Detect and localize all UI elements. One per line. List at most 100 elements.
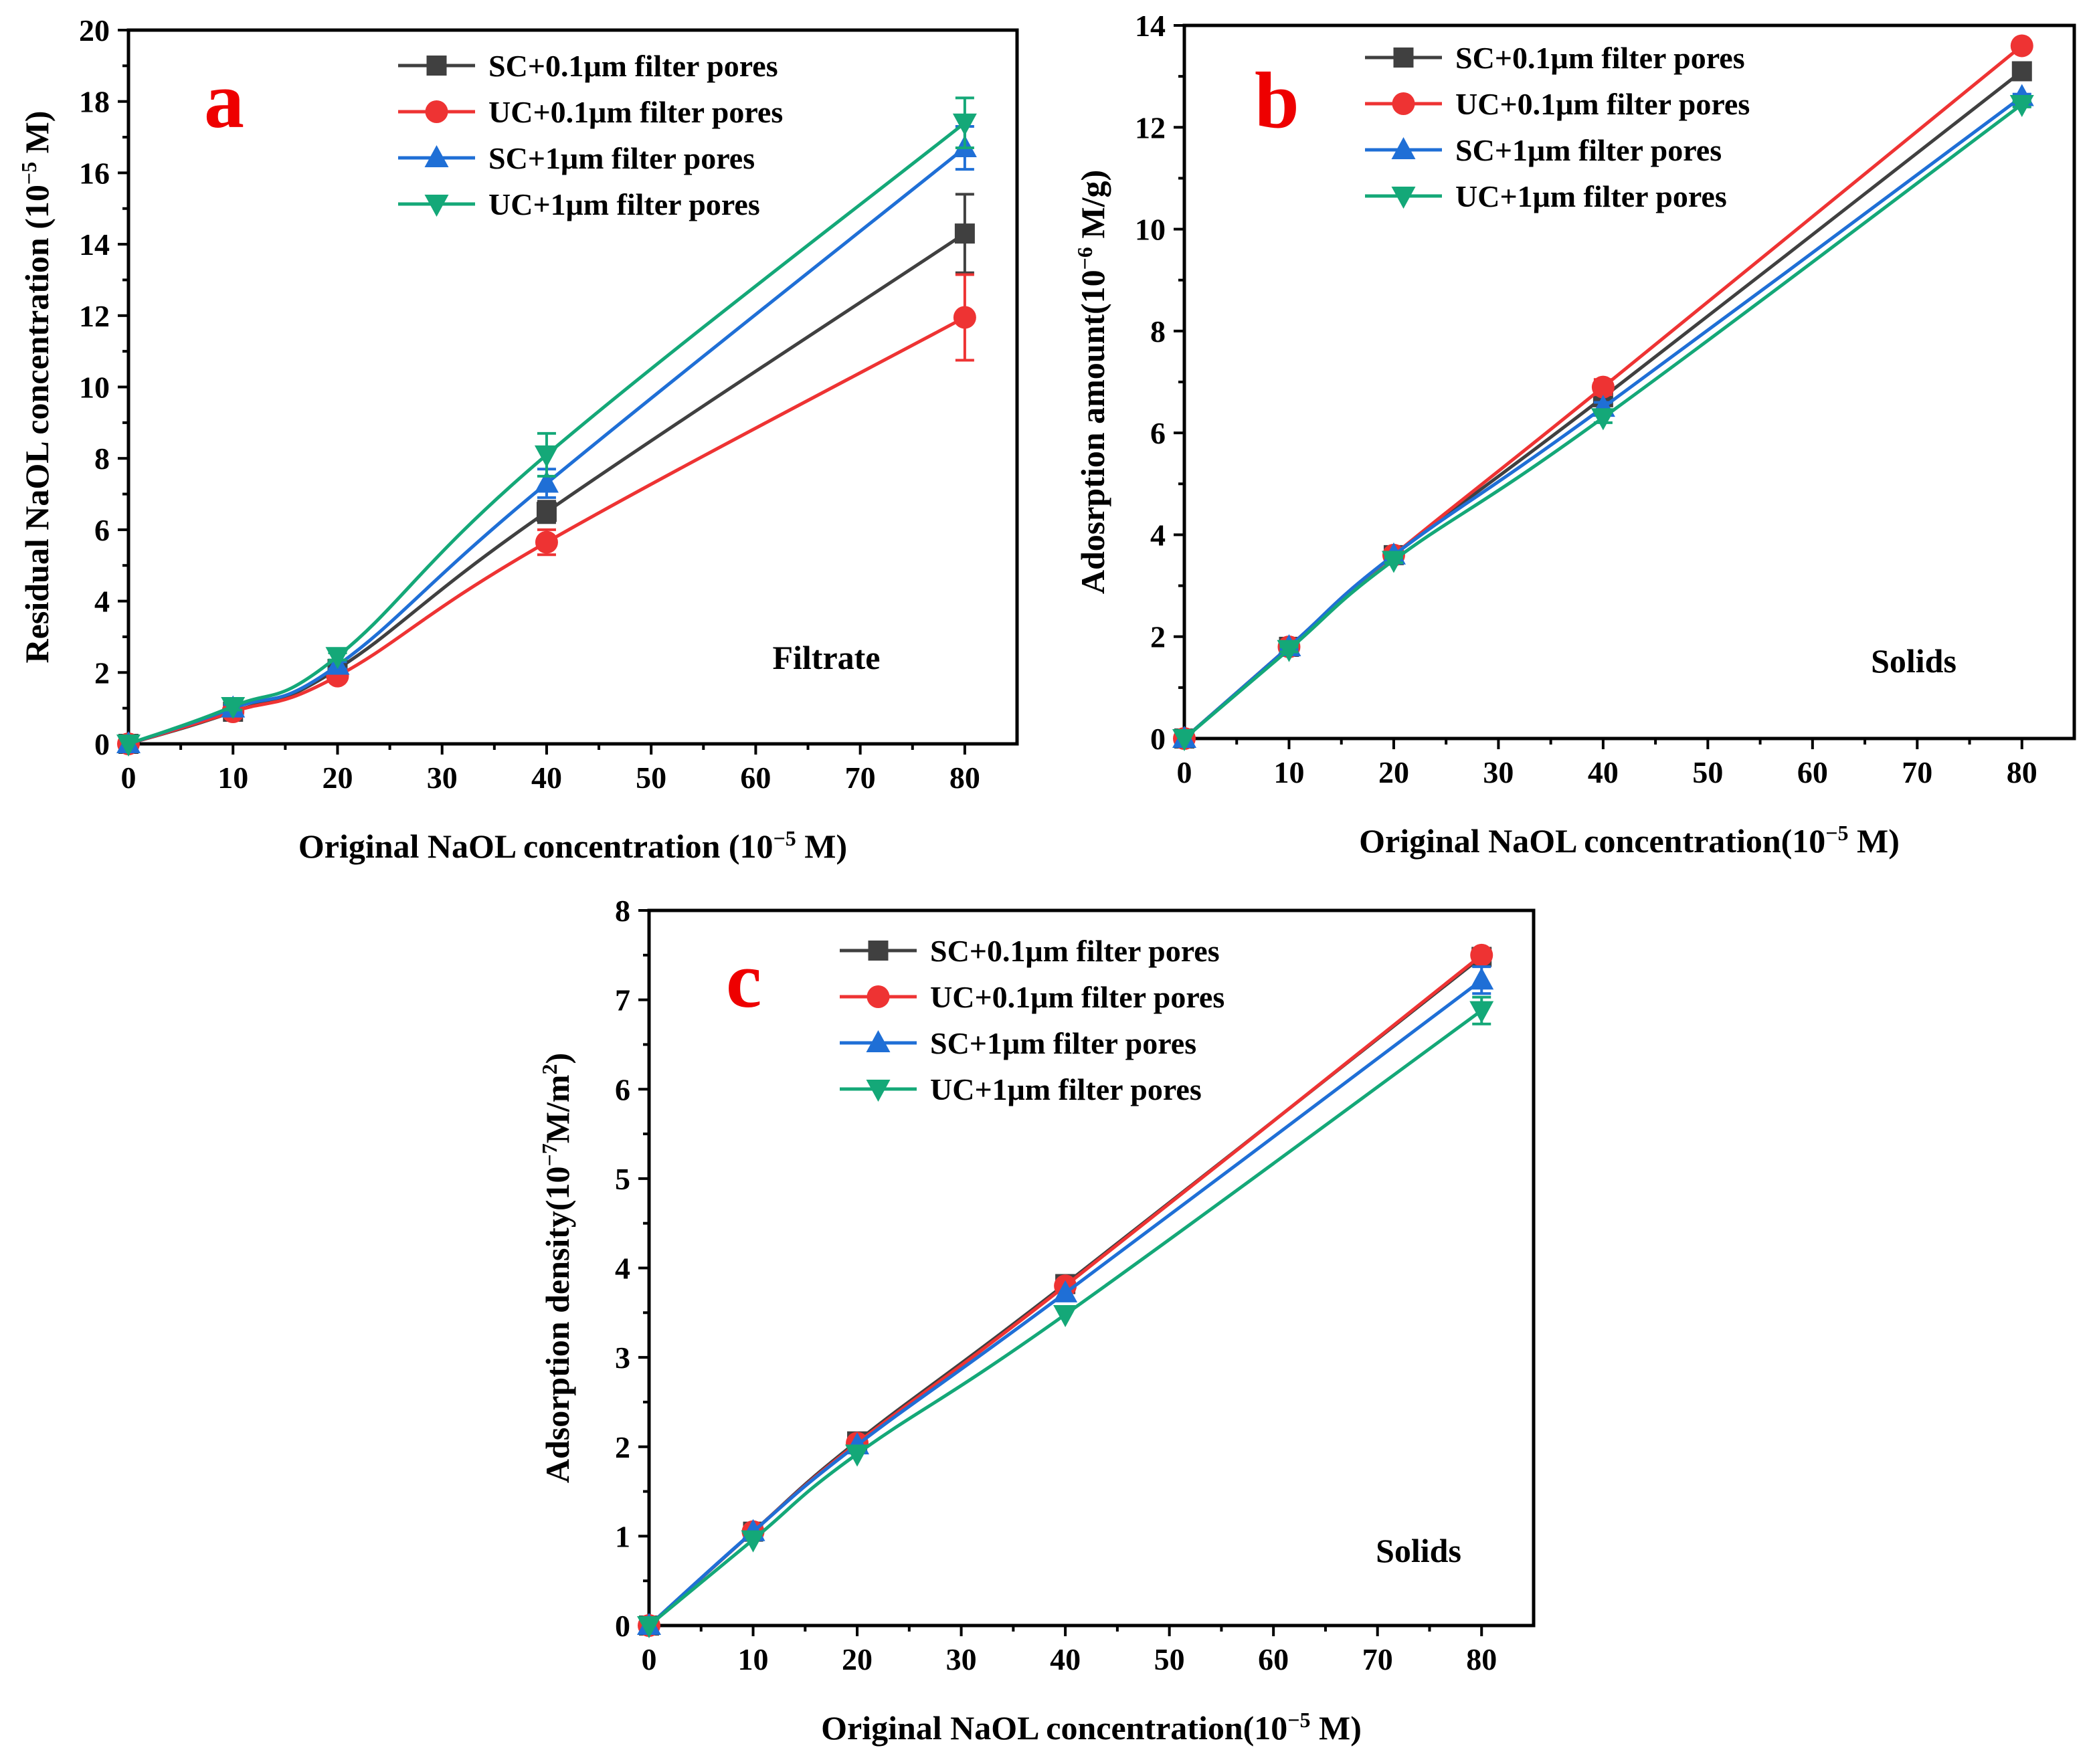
data-point	[953, 306, 976, 329]
x-tick-label: 0	[1177, 755, 1192, 789]
series-4	[1172, 95, 2034, 751]
x-tick-label: 20	[842, 1642, 873, 1676]
panel-annotation: Solids	[1871, 642, 1956, 680]
y-axis-title: Adsorption density(10−7M/m2)	[537, 1053, 576, 1483]
data-point	[1172, 729, 1196, 751]
legend-marker	[866, 1080, 891, 1102]
x-tick-label: 30	[427, 761, 458, 795]
data-point	[534, 470, 559, 493]
legend-marker	[1392, 92, 1415, 115]
y-tick-label: 2	[94, 656, 110, 690]
y-tick-label: 8	[615, 894, 630, 928]
series-line	[1183, 103, 2023, 740]
y-tick-label: 2	[1150, 620, 1166, 654]
panel-annotation: Solids	[1376, 1532, 1461, 1569]
data-point	[1469, 967, 1494, 990]
x-tick-label: 10	[1273, 755, 1304, 789]
data-point	[116, 734, 141, 757]
x-tick-label: 10	[217, 761, 248, 795]
series-4	[637, 995, 1494, 1638]
data-point	[637, 1616, 661, 1638]
data-point	[325, 647, 350, 670]
y-tick-label: 0	[615, 1609, 630, 1643]
x-tick-label: 30	[946, 1642, 977, 1676]
x-tick-label: 60	[1258, 1642, 1289, 1676]
y-tick-label: 4	[1150, 518, 1166, 552]
y-tick-label: 5	[615, 1162, 630, 1196]
legend-marker	[868, 941, 889, 961]
x-tick-label: 70	[845, 761, 876, 795]
x-tick-label: 50	[636, 761, 666, 795]
y-tick-label: 6	[1150, 416, 1166, 450]
data-point	[221, 696, 246, 719]
legend-label: UC+0.1μm filter pores	[930, 980, 1224, 1014]
x-tick-label: 70	[1902, 755, 1932, 789]
x-tick-label: 40	[1050, 1642, 1081, 1676]
panel-letter: c	[726, 935, 761, 1024]
x-tick-label: 60	[740, 761, 771, 795]
x-tick-label: 20	[322, 761, 353, 795]
panel-c: 0 10 20 30 40 50 60 70 80 0 1 2 3 4 5 6 7 8 Original NaOL …	[537, 894, 1536, 1747]
data-point	[1470, 943, 1493, 967]
data-point	[1053, 1304, 1078, 1327]
legend-label: UC+0.1μm filter pores	[488, 95, 783, 129]
y-tick-label: 18	[79, 85, 110, 119]
data-point	[2009, 95, 2034, 118]
legend-marker	[424, 145, 449, 167]
series-4	[116, 96, 977, 757]
panel-letter: a	[204, 56, 244, 144]
y-tick-label: 20	[79, 13, 110, 47]
legend-label: SC+1μm filter pores	[488, 141, 755, 175]
legend-marker	[424, 195, 449, 217]
x-tick-label: 40	[1588, 755, 1619, 789]
x-tick-label: 50	[1154, 1642, 1185, 1676]
y-tick-label: 10	[1135, 213, 1166, 247]
y-tick-label: 10	[79, 371, 110, 405]
panel-b: 0 10 20 30 40 50 60 70 80 0 2 4 6 8 10 12 14 Original NaO…	[1073, 9, 2076, 860]
data-point	[952, 113, 977, 136]
y-tick-label: 7	[615, 983, 630, 1017]
legend-marker	[1391, 137, 1416, 159]
y-axis-title: Adosrption amount(10−6 M/g)	[1073, 170, 1111, 594]
data-point	[1469, 1001, 1494, 1023]
legend-marker	[1391, 187, 1416, 209]
legend-marker	[1393, 47, 1414, 68]
data-point	[536, 502, 557, 522]
x-axis-title: Original NaOL concentration (10−5 M)	[298, 826, 847, 865]
data-point	[741, 1530, 765, 1553]
y-tick-label: 3	[615, 1341, 630, 1375]
x-axis-title: Original NaOL concentration(10−5 M)	[821, 1708, 1362, 1747]
y-tick-label: 0	[94, 727, 110, 761]
legend-label: UC+0.1μm filter pores	[1455, 87, 1750, 121]
legend-label: UC+1μm filter pores	[930, 1072, 1202, 1106]
y-tick-label: 4	[94, 585, 110, 619]
legend-label: SC+1μm filter pores	[930, 1026, 1196, 1060]
y-tick-label: 4	[615, 1252, 630, 1286]
panel-annotation: Filtrate	[772, 639, 880, 676]
series-line	[648, 1009, 1483, 1627]
x-tick-label: 0	[642, 1642, 657, 1676]
x-tick-label: 80	[1466, 1642, 1497, 1676]
plot-frame	[126, 28, 1019, 746]
y-tick-label: 8	[94, 442, 110, 476]
data-point	[1381, 551, 1406, 573]
y-tick-label: 8	[1150, 314, 1166, 349]
y-tick-label: 2	[615, 1430, 630, 1464]
y-tick-label: 14	[79, 227, 110, 262]
legend-marker	[426, 56, 447, 76]
y-tick-label: 16	[79, 156, 110, 190]
data-point	[2011, 61, 2032, 82]
x-tick-label: 80	[2007, 755, 2037, 789]
plot-frame	[1182, 23, 2076, 741]
data-point	[535, 530, 558, 554]
x-tick-label: 80	[949, 761, 980, 795]
data-point	[534, 445, 559, 468]
data-point	[1053, 1280, 1078, 1302]
y-tick-label: 0	[1150, 722, 1166, 756]
x-tick-label: 10	[738, 1642, 769, 1676]
data-point	[1277, 640, 1301, 662]
y-tick-label: 14	[1135, 9, 1166, 43]
y-tick-label: 6	[94, 513, 110, 547]
data-point	[954, 223, 975, 244]
y-axis-title: Residual NaOL concentration (10−5 M)	[17, 111, 56, 664]
